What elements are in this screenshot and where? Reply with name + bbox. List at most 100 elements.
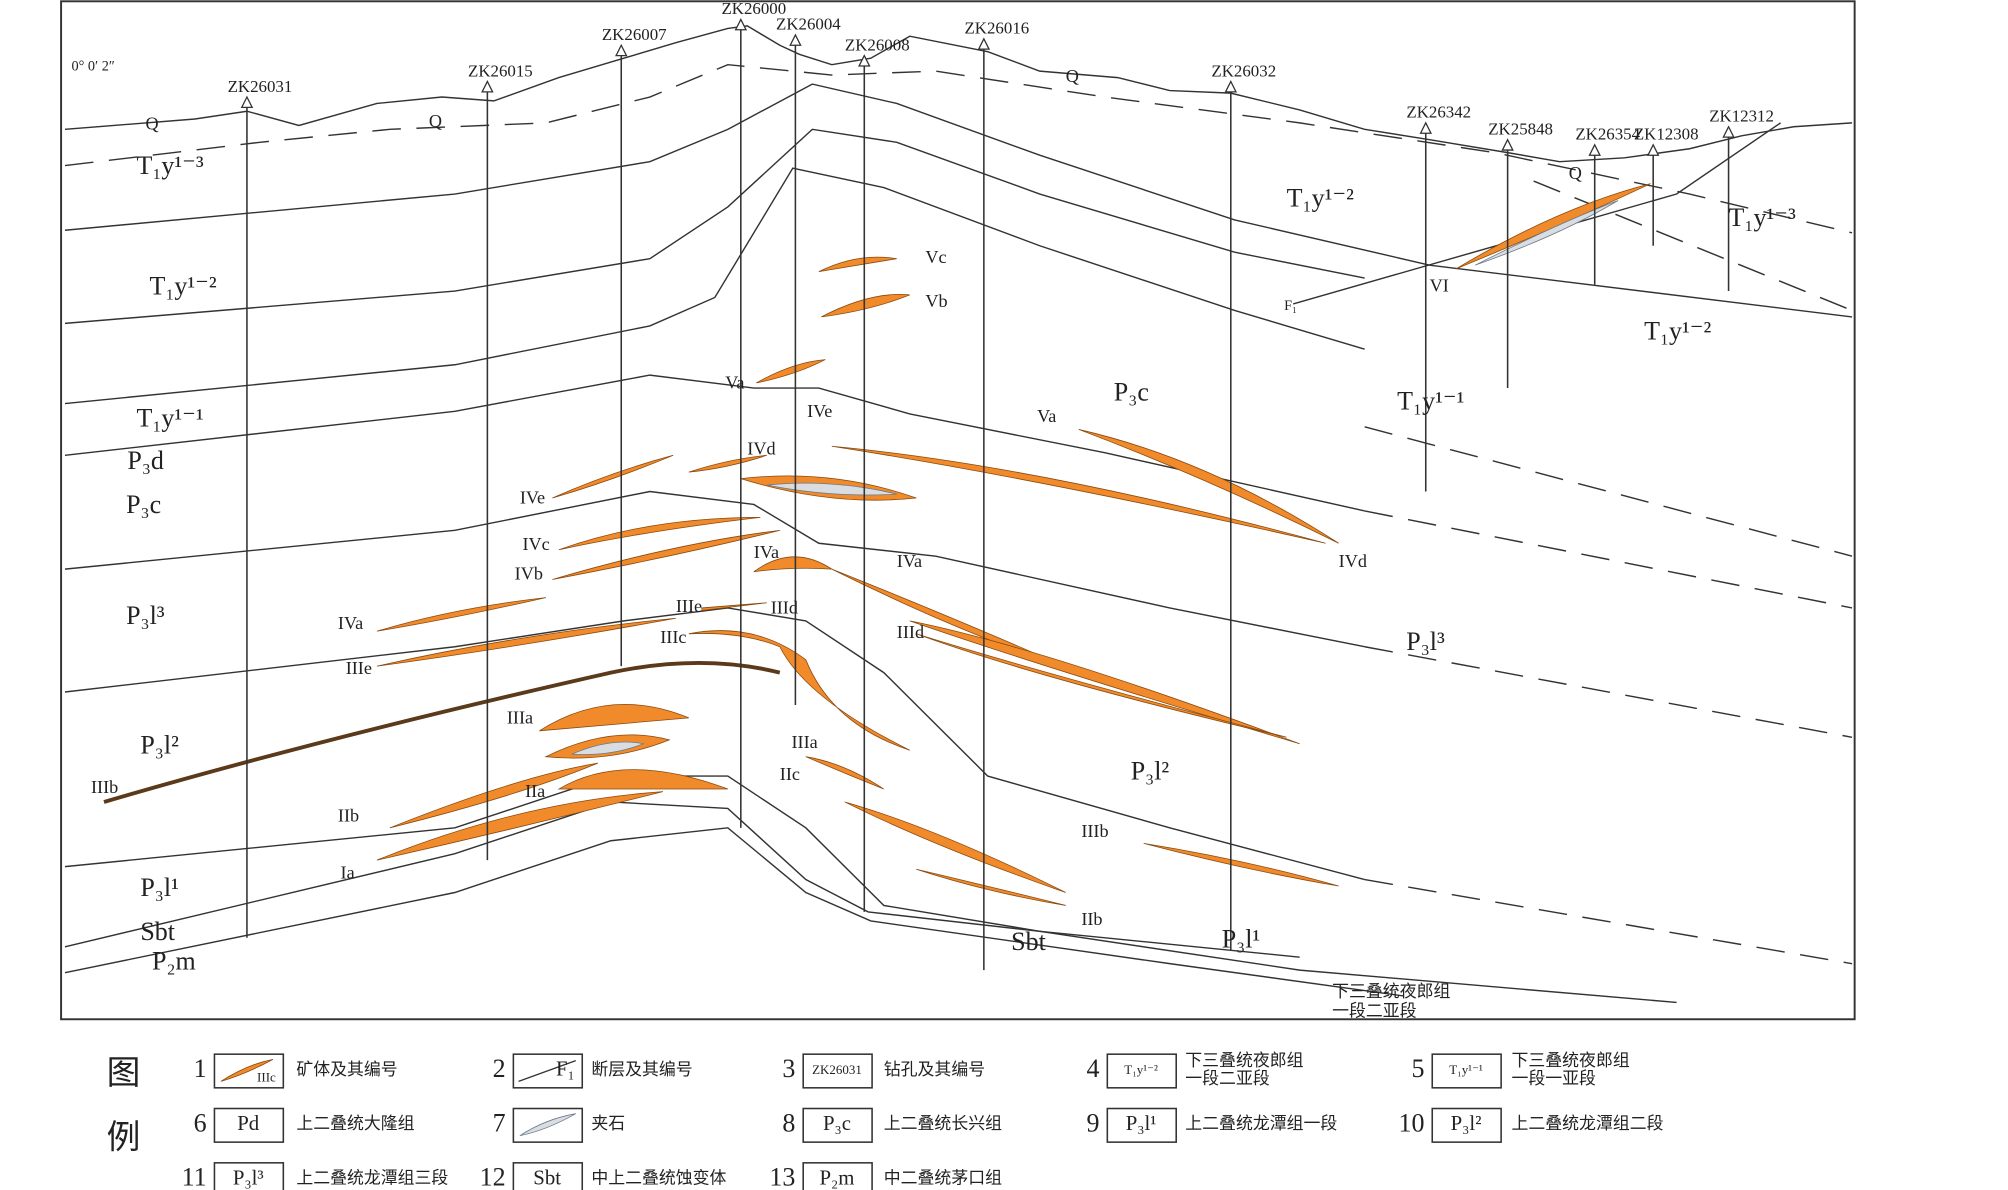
stratum-label: P₃l² xyxy=(1131,756,1170,785)
legend-text: 下三叠统夜郎组 xyxy=(1512,1051,1630,1070)
borehole-marker xyxy=(789,33,802,46)
frame xyxy=(60,0,1856,1021)
borehole-label: ZK25848 xyxy=(1488,120,1553,139)
note: 下三叠统夜郎组 xyxy=(1332,982,1450,1001)
stratum-label: P₃c xyxy=(1114,378,1149,407)
ore-body-label: IIa xyxy=(525,781,545,801)
legend-number: 8 xyxy=(782,1108,795,1137)
stratum-label: P₃l¹ xyxy=(140,873,179,902)
coordinate: 0° 0′ 2″ xyxy=(71,59,114,75)
legend-symbol: P₃l³ xyxy=(233,1167,264,1189)
stratum-label: P₃c xyxy=(126,490,161,519)
borehole-marker xyxy=(1722,125,1735,138)
legend-number: 7 xyxy=(493,1108,506,1137)
ore-body-label: IVc xyxy=(522,534,549,554)
borehole-marker xyxy=(481,80,494,93)
ore-body-label: Vc xyxy=(925,247,946,267)
legend-box xyxy=(802,1107,873,1143)
legend-box xyxy=(213,1162,285,1190)
legend-number: 3 xyxy=(782,1054,795,1083)
note: 一段二亚段 xyxy=(1332,1002,1417,1021)
legend-text: 夹石 xyxy=(591,1114,625,1133)
stratum-label: T₁y¹⁻² xyxy=(1644,317,1711,346)
ore-body-label: IIIc xyxy=(660,627,686,647)
legend-box xyxy=(1431,1107,1502,1143)
stratum-label: P₃l² xyxy=(140,731,179,760)
legend-text: 上二叠统大隆组 xyxy=(296,1114,414,1133)
stratum-label: P₃l¹ xyxy=(1222,925,1261,954)
borehole-marker xyxy=(1224,80,1238,93)
legend-text: 下三叠统夜郎组 xyxy=(1185,1051,1303,1070)
borehole-label: ZK12308 xyxy=(1634,125,1699,144)
borehole-label: ZK26354 xyxy=(1575,125,1640,144)
borehole-marker xyxy=(734,17,748,31)
stratum-label: P₃l³ xyxy=(1406,627,1445,656)
stratum-label: Sbt xyxy=(140,917,175,946)
borehole-label: ZK26031 xyxy=(228,77,293,96)
legend-symbol: P₂m xyxy=(820,1167,855,1189)
ore-body-label: IIb xyxy=(338,806,359,826)
legend-text: 中上二叠统蚀变体 xyxy=(591,1169,726,1188)
ore-body-label: Va xyxy=(1037,406,1056,426)
legend-symbol: T₁y¹⁻² xyxy=(1124,1062,1158,1077)
stratum-label: T₁y¹⁻¹ xyxy=(136,403,203,432)
legend-number: 9 xyxy=(1087,1108,1100,1137)
ore-body-label: IVd xyxy=(1339,551,1367,571)
stratum-label: T₁y¹⁻² xyxy=(149,271,216,300)
ore-body-label: Ia xyxy=(341,863,355,883)
ore-body-label: IIb xyxy=(1081,909,1102,929)
legend-text: 断层及其编号 xyxy=(591,1060,692,1079)
legend-fault xyxy=(518,1060,576,1082)
ore-body-label: IVe xyxy=(807,401,832,421)
legend-box xyxy=(802,1162,873,1190)
ore-body-label: IIc xyxy=(780,764,800,784)
legend-symbol: P₃l¹ xyxy=(1126,1113,1157,1135)
legend-box xyxy=(213,1107,285,1143)
stratum-label: T₁y¹⁻¹ xyxy=(1397,387,1464,416)
ore-body-label: Va xyxy=(725,372,744,392)
legend-insert xyxy=(519,1113,576,1137)
legend-symbol: Pd xyxy=(237,1113,260,1135)
legend-number: 6 xyxy=(194,1108,207,1137)
legend-ore xyxy=(220,1058,274,1082)
borehole-label: ZK12312 xyxy=(1709,107,1774,126)
ore-body-label: VI xyxy=(1430,275,1449,295)
legend-box xyxy=(1106,1107,1177,1143)
legend-box xyxy=(512,1053,584,1089)
ore-body-label: IVe xyxy=(520,487,545,507)
geology-lines xyxy=(64,25,1853,1004)
legend-text: 一段一亚段 xyxy=(1512,1069,1597,1088)
legend-box xyxy=(1106,1053,1177,1089)
stratum-label: Q xyxy=(1066,66,1079,86)
legend-symbol: Sbt xyxy=(533,1167,561,1189)
borehole-marker xyxy=(1646,143,1660,156)
borehole-label: ZK26004 xyxy=(776,15,841,34)
legend-text: 一段二亚段 xyxy=(1185,1069,1270,1088)
labels: 0° 0′ 2″ZK26031ZK26015ZK26007ZK26000ZK26… xyxy=(71,0,1796,1190)
ore-body-label: IIIa xyxy=(792,732,818,752)
ore-body-label: IIIe xyxy=(346,658,372,678)
legend-number: 4 xyxy=(1087,1054,1100,1083)
legend-box xyxy=(802,1053,873,1089)
legend-symbol: F₁ xyxy=(556,1059,575,1081)
legend-title: 图 xyxy=(107,1055,141,1092)
borehole-marker xyxy=(1419,121,1432,134)
legend-symbol: P₃l² xyxy=(1451,1113,1482,1135)
legend-text: 上二叠统龙潭组一段 xyxy=(1185,1114,1337,1133)
stratum-label: P₃d xyxy=(127,446,164,475)
legend-text: 上二叠统龙潭组三段 xyxy=(296,1169,448,1188)
legend-box xyxy=(512,1162,584,1190)
ore-body-label: IVa xyxy=(897,551,922,571)
legend-number: 10 xyxy=(1398,1108,1424,1137)
ore-body-label: IIIb xyxy=(91,777,118,797)
ore-body-label: IVd xyxy=(747,438,775,458)
borehole-label: ZK26342 xyxy=(1406,103,1471,122)
ore-body-label: IIIb xyxy=(1081,821,1108,841)
stratum-label: Q xyxy=(146,114,159,134)
stratum-label: Q xyxy=(1569,163,1582,183)
legend-number: 2 xyxy=(493,1054,506,1083)
borehole-marker xyxy=(858,54,871,67)
legend-text: 中二叠统茅口组 xyxy=(884,1169,1002,1188)
